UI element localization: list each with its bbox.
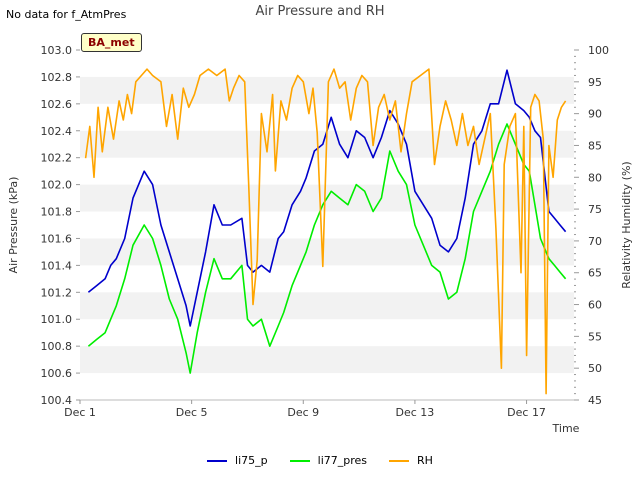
y2-tick-label: 75 <box>588 203 602 216</box>
y-axis-label-right: Relativity Humidity (%) <box>620 161 633 288</box>
legend-item: RH <box>389 454 433 467</box>
legend-swatch <box>207 459 228 462</box>
legend-swatch <box>389 459 410 462</box>
y2-tick-label: 100 <box>588 44 609 57</box>
y2-tick-label: 45 <box>588 394 602 407</box>
y-axis-left: 100.4 100.6 100.8 101.0 101.2 101.4 101.6 101.8… <box>41 44 80 407</box>
y2-tick-label: 50 <box>588 362 602 375</box>
y2-tick-label: 85 <box>588 139 602 152</box>
y-tick-label: 101.8 <box>41 206 73 219</box>
y-tick-label: 100.4 <box>41 394 73 407</box>
legend-label: li77_pres <box>317 454 368 467</box>
y-tick-label: 102.8 <box>41 71 73 84</box>
y2-tick-label: 70 <box>588 235 602 248</box>
y-tick-label: 102.4 <box>41 125 73 138</box>
x-tick-label: Dec 1 <box>64 406 96 419</box>
x-tick-label: Dec 13 <box>396 406 435 419</box>
legend-swatch <box>289 459 310 462</box>
x-axis: Dec 1 Dec 5 Dec 9 Dec 13 Dec 17 <box>64 399 574 419</box>
grid-band <box>80 292 574 320</box>
y-tick-label: 101.6 <box>41 232 73 245</box>
legend: li75_p li77_pres RH <box>0 454 640 467</box>
x-axis-label: Time <box>552 422 580 435</box>
y-tick-label: 102.2 <box>41 152 73 165</box>
y-tick-label: 102.0 <box>41 179 73 192</box>
y2-tick-label: 90 <box>588 108 602 121</box>
y2-tick-label: 80 <box>588 171 602 184</box>
legend-item: li77_pres <box>289 454 368 467</box>
grid-band <box>80 238 574 266</box>
y-axis-right: 45 50 55 60 65 70 75 80 85 90 95 100 <box>574 44 609 407</box>
y-tick-label: 101.4 <box>41 259 73 272</box>
x-tick-label: Dec 9 <box>287 406 319 419</box>
grid-band <box>80 346 574 374</box>
y2-tick-label: 55 <box>588 330 602 343</box>
y-tick-label: 103.0 <box>41 44 73 57</box>
y-tick-label: 101.0 <box>41 313 73 326</box>
series-layer <box>84 68 567 395</box>
no-data-note: No data for f_AtmPres <box>6 8 127 21</box>
y-tick-label: 100.8 <box>41 340 73 353</box>
chart-title: Air Pressure and RH <box>255 4 385 19</box>
legend-item: li75_p <box>207 454 268 467</box>
legend-label: RH <box>417 454 433 467</box>
y-tick-label: 101.2 <box>41 286 73 299</box>
y2-tick-label: 95 <box>588 76 602 89</box>
series-line-RH <box>84 68 567 395</box>
series-line-li77_pres <box>87 123 567 374</box>
y-tick-label: 100.6 <box>41 367 73 380</box>
x-tick-label: Dec 17 <box>507 406 546 419</box>
x-tick-label: Dec 5 <box>176 406 208 419</box>
y2-tick-label: 60 <box>588 299 602 312</box>
site-badge: BA_met <box>81 33 142 52</box>
legend-label: li75_p <box>235 454 268 467</box>
y-tick-label: 102.6 <box>41 98 73 111</box>
y2-tick-label: 65 <box>588 267 602 280</box>
y-axis-label-left: Air Pressure (kPa) <box>7 177 20 274</box>
